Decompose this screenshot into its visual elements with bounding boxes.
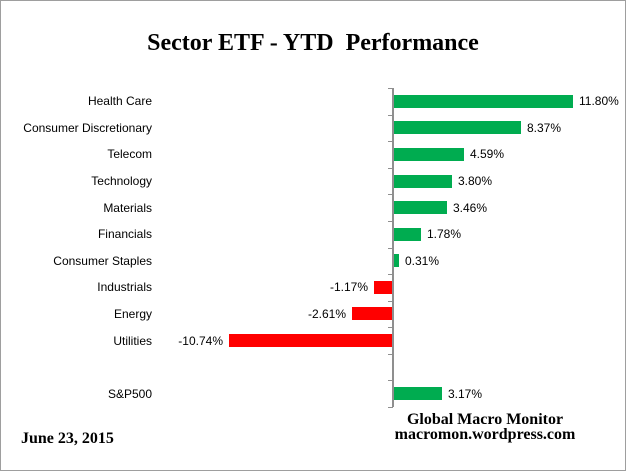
value-label: 3.80% (458, 174, 493, 188)
category-label: S&P500 (107, 387, 152, 401)
category-label: Telecom (107, 147, 152, 161)
bar (394, 387, 442, 400)
bar (394, 121, 521, 134)
axis-tick (388, 274, 393, 275)
category-label: Utilities (113, 334, 152, 348)
axis-tick (388, 194, 393, 195)
credit-block: Global Macro Monitor macromon.wordpress.… (375, 411, 595, 443)
value-label: 3.17% (448, 387, 483, 401)
credit-line1: Global Macro Monitor (406, 411, 564, 428)
value-label: 11.80% (579, 94, 619, 108)
axis-tick (388, 327, 393, 328)
axis-tick (388, 248, 393, 249)
value-label: -10.74% (178, 334, 223, 348)
bar (352, 307, 392, 320)
bar (394, 95, 573, 108)
bar (394, 175, 452, 188)
value-label: 4.59% (470, 147, 505, 161)
axis-tick (388, 407, 393, 408)
value-label: 0.31% (405, 254, 440, 268)
category-label: Industrials (97, 280, 152, 294)
category-label: Consumer Discretionary (23, 121, 152, 135)
bar (229, 334, 392, 347)
category-label: Energy (113, 307, 152, 321)
bar (394, 148, 464, 161)
category-label: Financials (97, 227, 152, 241)
chart-title: Sector ETF - YTD Performance (147, 30, 479, 56)
axis-tick (388, 221, 393, 222)
value-label: 3.46% (453, 201, 488, 215)
value-label: -1.17% (329, 280, 368, 294)
credit-line2: macromon.wordpress.com (394, 426, 576, 443)
date-label: June 23, 2015 (21, 430, 114, 447)
axis-tick (388, 115, 393, 116)
bar (394, 254, 399, 267)
category-label: Technology (91, 174, 152, 188)
category-label: Consumer Staples (53, 254, 152, 268)
axis-tick (388, 141, 393, 142)
axis-tick (388, 380, 393, 381)
bar (394, 201, 447, 214)
axis-tick (388, 168, 393, 169)
axis-tick (388, 301, 393, 302)
axis-tick (388, 88, 393, 89)
value-label: 1.78% (427, 227, 462, 241)
value-label: 8.37% (527, 121, 562, 135)
category-label: Materials (103, 201, 152, 215)
axis-tick (388, 354, 393, 355)
bar (374, 281, 392, 294)
bar (394, 228, 421, 241)
category-axis-line (392, 88, 394, 407)
category-label: Health Care (87, 94, 152, 108)
value-label: -2.61% (307, 307, 346, 321)
